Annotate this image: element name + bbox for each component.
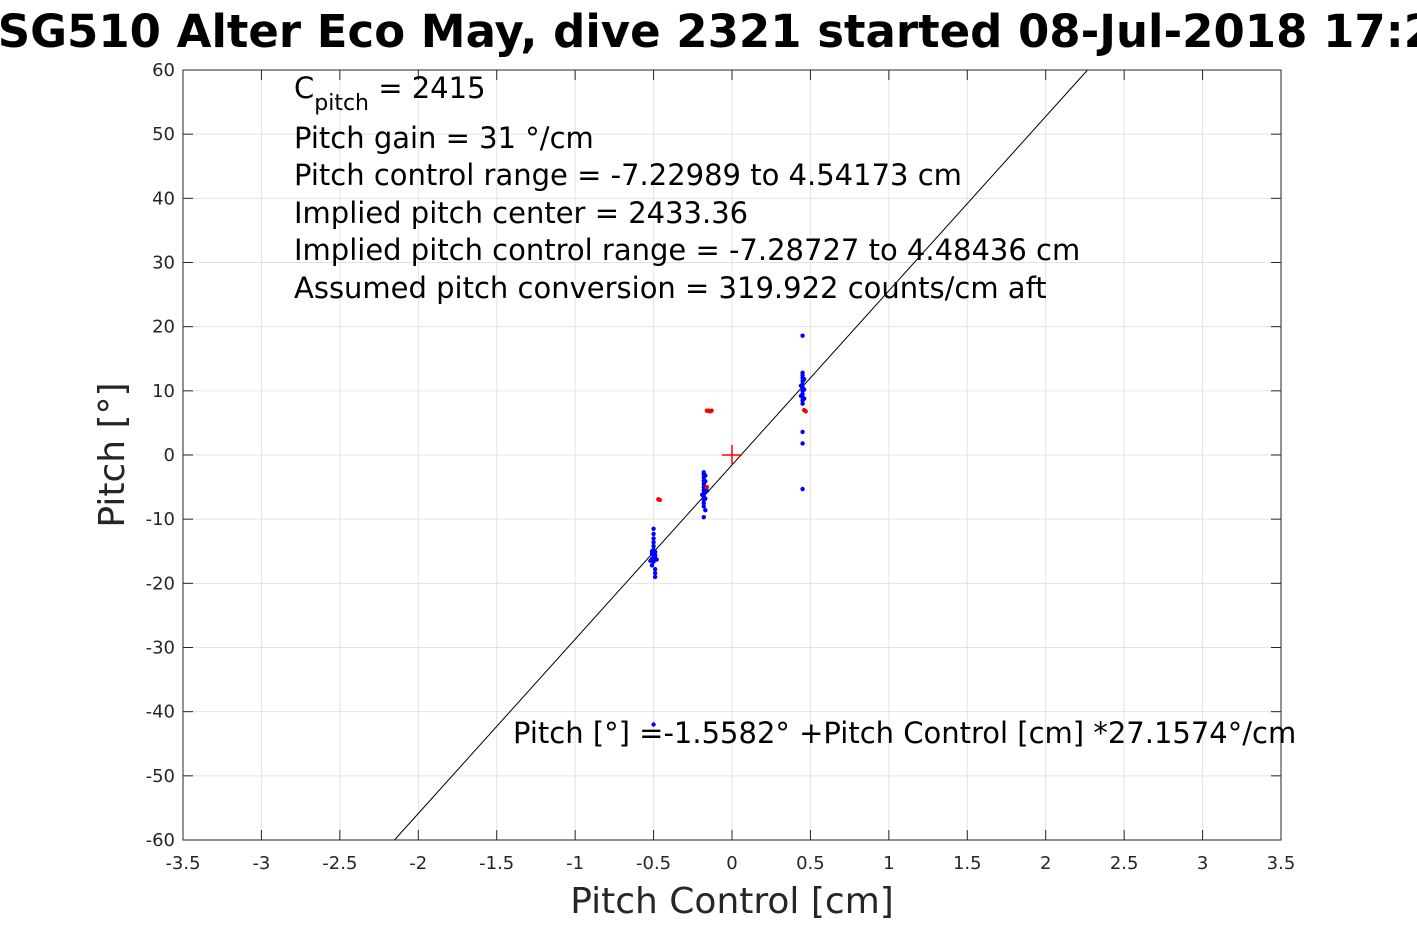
data-point bbox=[709, 408, 714, 413]
x-tick-label: -1 bbox=[566, 853, 584, 874]
y-tick-label: -20 bbox=[146, 573, 175, 594]
y-tick-label: 40 bbox=[152, 188, 175, 209]
data-point bbox=[704, 488, 710, 494]
data-point bbox=[801, 377, 807, 382]
y-tick-label: 60 bbox=[152, 60, 175, 81]
y-tick-label: 20 bbox=[152, 317, 175, 338]
data-point bbox=[651, 531, 656, 537]
annotation-implied-range: Implied pitch control range = -7.28727 t… bbox=[294, 233, 1080, 267]
data-point bbox=[800, 333, 805, 338]
x-tick-label: -0.5 bbox=[636, 853, 671, 874]
c-pitch-symbol: C bbox=[294, 71, 314, 105]
data-point bbox=[798, 393, 804, 399]
data-point bbox=[703, 496, 708, 501]
data-point bbox=[701, 504, 706, 509]
data-point bbox=[652, 574, 658, 580]
data-point bbox=[699, 492, 705, 497]
x-tick-label: -2 bbox=[409, 853, 427, 874]
data-point bbox=[651, 536, 656, 541]
data-point bbox=[654, 557, 659, 562]
c-pitch-subscript: pitch bbox=[314, 91, 369, 116]
data-point bbox=[800, 486, 805, 492]
x-tick-label: -3 bbox=[252, 853, 270, 874]
x-tick-label: 0 bbox=[726, 853, 737, 874]
data-point bbox=[803, 409, 808, 414]
data-point bbox=[800, 441, 805, 446]
data-point bbox=[651, 526, 656, 531]
data-point bbox=[801, 396, 807, 401]
y-tick-label: -10 bbox=[146, 509, 175, 530]
data-point bbox=[651, 543, 656, 549]
y-tick-label: 30 bbox=[152, 253, 175, 274]
data-point bbox=[801, 387, 807, 392]
data-point bbox=[651, 540, 656, 545]
axis-ticks: -3.5 -3 -2.5 -2 -1.5 -1 -0.5 0 0.5 1 1.5 2 2.5 3 3.5 -6… bbox=[146, 60, 1296, 874]
annotation-pitch-gain: Pitch gain = 31 °/cm bbox=[294, 121, 594, 155]
data-point bbox=[703, 507, 708, 513]
data-point bbox=[800, 401, 805, 406]
data-point bbox=[701, 515, 706, 520]
x-tick-label: 1 bbox=[883, 853, 894, 874]
x-tick-label: -2.5 bbox=[322, 853, 357, 874]
data-point bbox=[652, 570, 658, 576]
annotation-fit-equation: Pitch [°] =-1.5582° +Pitch Control [cm] … bbox=[513, 716, 1296, 750]
data-point bbox=[652, 567, 658, 572]
annotation-c-pitch: Cpitch = 2415 bbox=[294, 71, 486, 116]
x-tick-label: 0.5 bbox=[796, 853, 825, 874]
x-tick-label: -1.5 bbox=[479, 853, 514, 874]
y-tick-label: 0 bbox=[164, 445, 175, 466]
data-point bbox=[649, 563, 655, 568]
data-point bbox=[648, 558, 653, 564]
data-points bbox=[648, 333, 808, 727]
data-point bbox=[652, 549, 658, 555]
annotation-control-range: Pitch control range = -7.22989 to 4.5417… bbox=[294, 158, 962, 192]
x-tick-label: 1.5 bbox=[953, 853, 982, 874]
y-tick-label: -30 bbox=[146, 638, 175, 659]
y-axis-label: Pitch [°] bbox=[92, 382, 133, 527]
x-tick-label: 3 bbox=[1197, 853, 1208, 874]
data-point bbox=[800, 429, 805, 435]
y-tick-label: -40 bbox=[146, 702, 175, 723]
y-tick-label: 10 bbox=[152, 381, 175, 402]
x-axis-label: Pitch Control [cm] bbox=[570, 881, 894, 922]
data-point bbox=[701, 500, 706, 506]
y-tick-label: 50 bbox=[152, 124, 175, 145]
x-tick-label: 2.5 bbox=[1110, 853, 1139, 874]
data-point bbox=[703, 473, 708, 478]
data-point bbox=[798, 383, 804, 388]
x-tick-label: -3.5 bbox=[165, 853, 200, 874]
y-tick-label: -60 bbox=[146, 830, 175, 851]
data-point bbox=[703, 479, 708, 484]
center-marker-group bbox=[722, 445, 742, 465]
annotation-implied-center: Implied pitch center = 2433.36 bbox=[294, 196, 748, 230]
c-pitch-value: = 2415 bbox=[369, 71, 486, 105]
chart-title: SG510 Alter Eco May, dive 2321 started 0… bbox=[0, 5, 1417, 58]
data-point bbox=[657, 497, 663, 503]
annotation-conversion: Assumed pitch conversion = 319.922 count… bbox=[294, 271, 1047, 305]
data-point bbox=[651, 722, 656, 727]
x-tick-label: 3.5 bbox=[1267, 853, 1296, 874]
data-point bbox=[704, 484, 710, 490]
y-tick-label: -50 bbox=[146, 766, 175, 787]
grid-lines bbox=[183, 70, 1281, 840]
x-tick-label: 2 bbox=[1040, 853, 1051, 874]
